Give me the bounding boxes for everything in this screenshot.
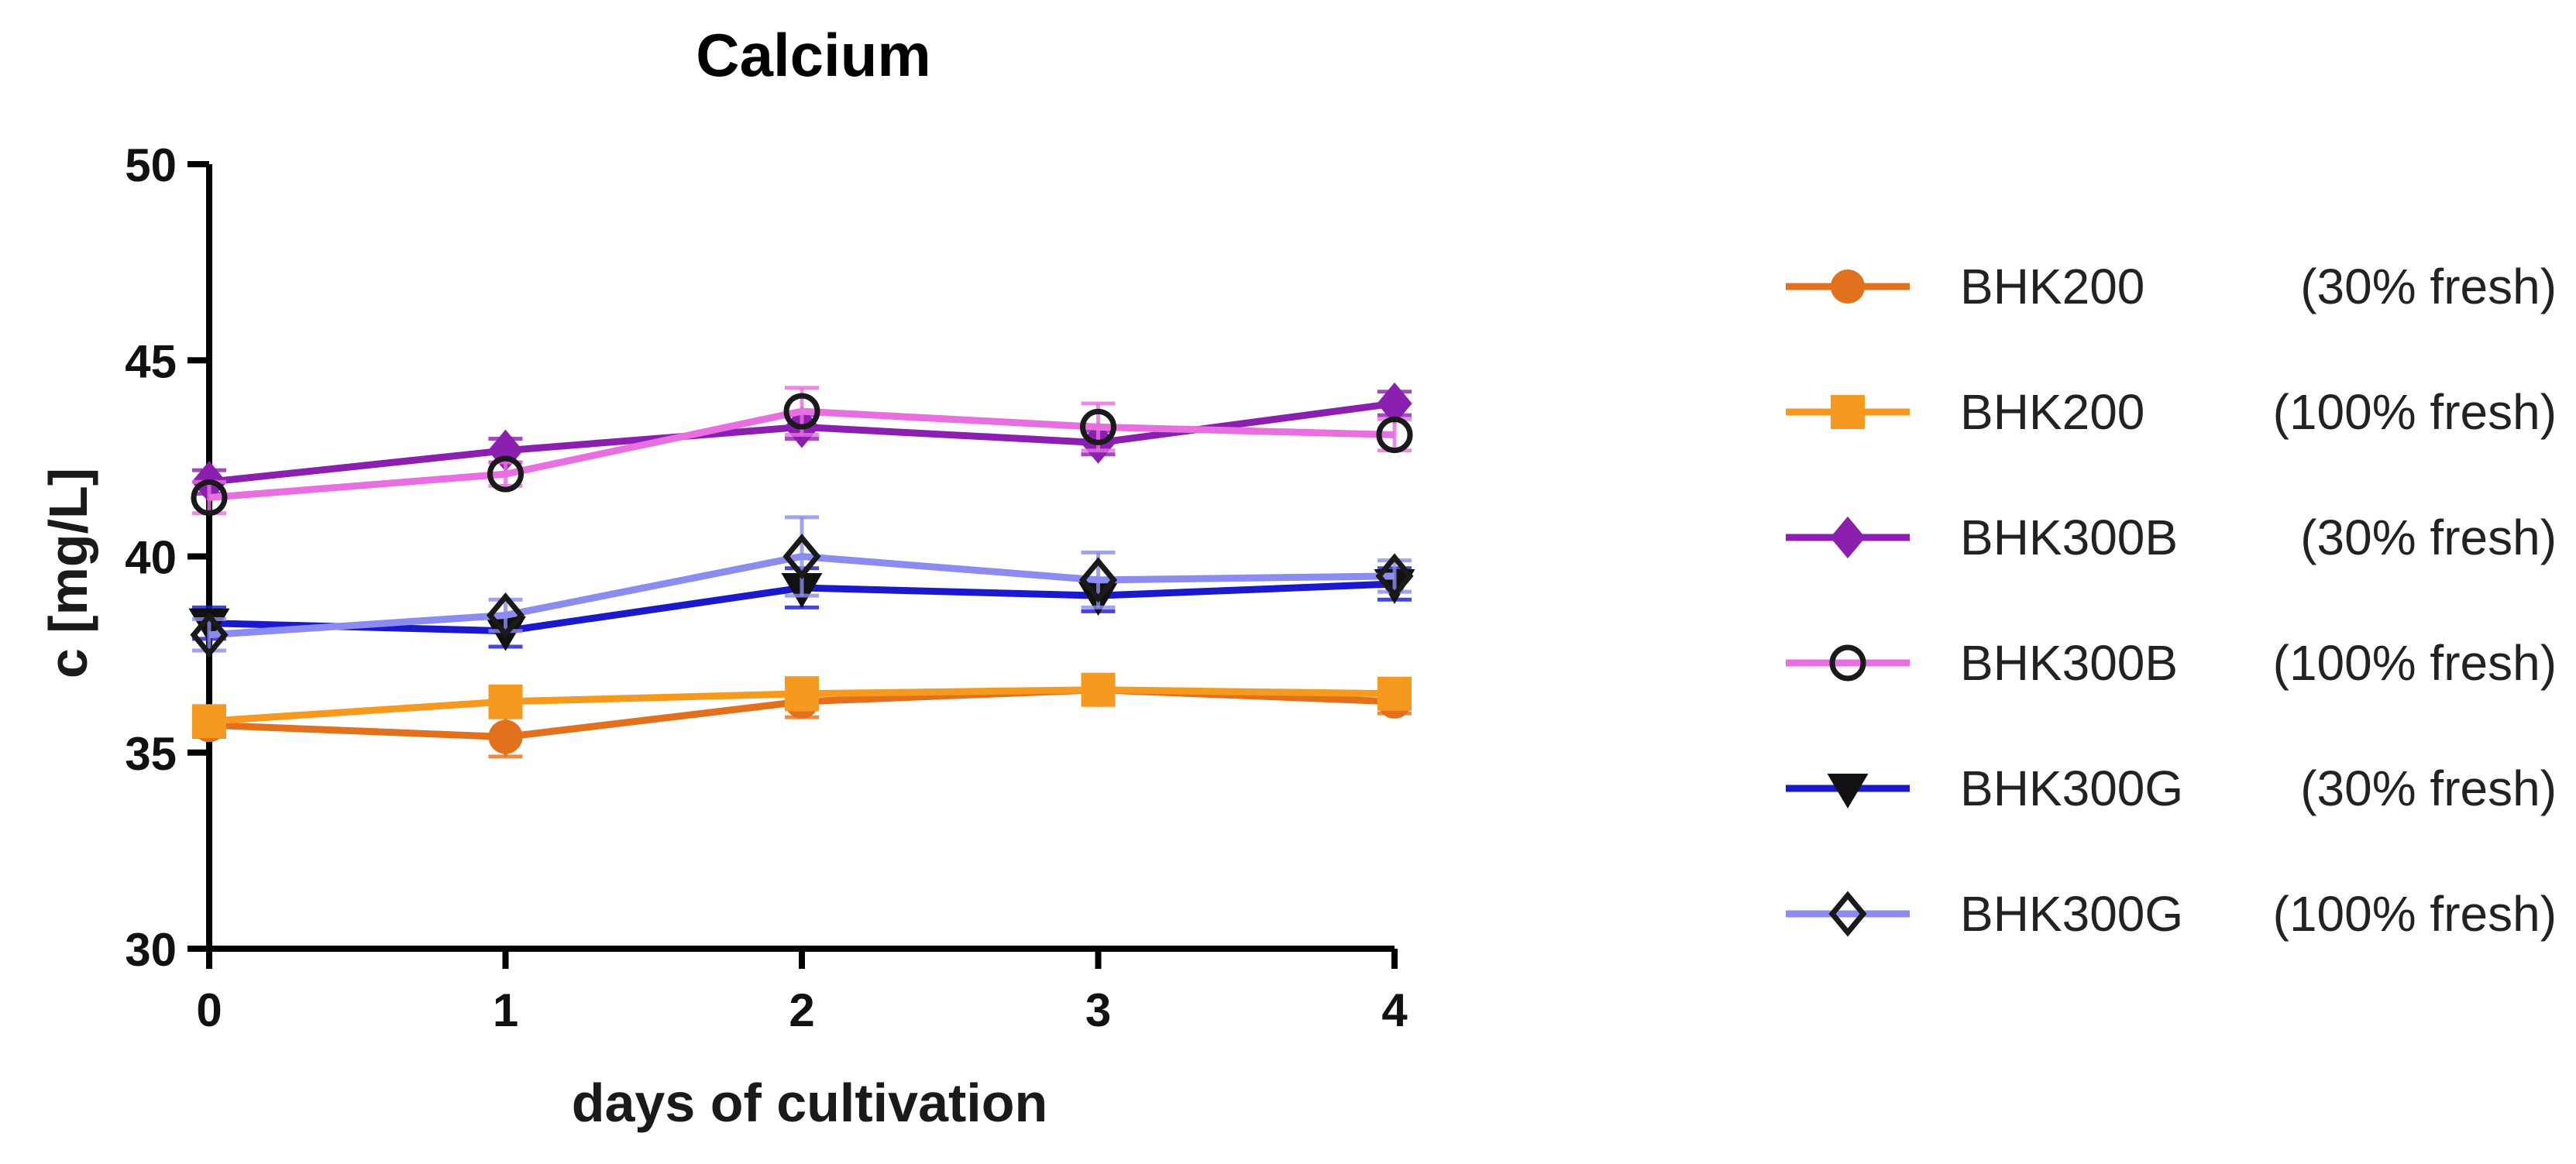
series-bhk300b-3: [191, 386, 1413, 517]
y-tick-label: 45: [125, 335, 177, 387]
legend-swatch-marker: [1829, 644, 1866, 682]
legend-entry: BHK300G (100% fresh): [1786, 886, 2557, 942]
legend-series-name: BHK300G: [1960, 761, 2183, 816]
legend-swatch-marker: [1831, 395, 1865, 429]
plot-area: 30 35 40 45 50 0 1 2 3 4: [125, 139, 1415, 1036]
data-point: [1080, 408, 1116, 445]
series-bhk300g-5: [190, 515, 1414, 658]
x-tick-label: 2: [789, 984, 814, 1036]
legend-series-name: BHK300B: [1960, 635, 2178, 691]
legend-series-condition: (30% fresh): [2300, 510, 2557, 565]
data-point: [488, 719, 523, 754]
data-point: [782, 534, 821, 579]
data-point: [191, 479, 228, 517]
series-line: [208, 407, 1395, 502]
data-point: [785, 676, 819, 711]
legend-swatch-marker: [1830, 516, 1866, 559]
legend-entry: BHK300B (30% fresh): [1786, 510, 2557, 565]
legend-series-condition: (100% fresh): [2273, 635, 2557, 691]
legend-entry: BHK300B (100% fresh): [1786, 635, 2557, 691]
y-tick-label: 35: [125, 728, 177, 780]
legend: BHK200 (30% fresh)BHK200 (100% fresh)BHK30…: [1786, 259, 2557, 942]
legend-series-name: BHK200: [1960, 384, 2144, 440]
legend-entry: BHK300G (30% fresh): [1786, 761, 2557, 816]
data-point: [783, 393, 820, 430]
legend-series-condition: (100% fresh): [2273, 886, 2557, 942]
x-axis-label: days of cultivation: [572, 1073, 1048, 1133]
legend-swatch-marker: [1827, 774, 1869, 809]
legend-series-condition: (30% fresh): [2300, 259, 2557, 314]
legend-series-name: BHK300B: [1960, 510, 2178, 565]
data-point: [1376, 416, 1413, 453]
legend-series-condition: (100% fresh): [2273, 384, 2557, 440]
data-point: [488, 684, 523, 719]
data-point: [487, 455, 524, 493]
data-point: [1081, 672, 1116, 707]
y-tick-label: 30: [125, 924, 177, 976]
legend-series-name: BHK200: [1960, 259, 2144, 314]
series-line: [208, 553, 1395, 639]
x-tick-label: 1: [493, 984, 518, 1036]
legend-swatch-marker: [1831, 270, 1865, 304]
x-tick-label: 0: [196, 984, 222, 1036]
x-tick-label: 4: [1381, 984, 1408, 1036]
legend-series-name: BHK300G: [1960, 886, 2183, 942]
data-point: [192, 704, 226, 739]
data-point: [1375, 553, 1414, 599]
data-point: [1377, 676, 1412, 711]
data-point: [190, 612, 229, 658]
y-tick-label: 40: [125, 532, 177, 584]
y-tick-label: 50: [125, 139, 177, 191]
series-bhk200-1: [192, 672, 1412, 739]
x-tick-label: 3: [1085, 984, 1111, 1036]
legend-series-condition: (30% fresh): [2300, 761, 2557, 816]
data-point: [486, 592, 525, 638]
legend-entry: BHK200 (30% fresh): [1786, 259, 2557, 314]
chart-title: Calcium: [696, 21, 930, 89]
legend-swatch-marker: [1828, 891, 1867, 937]
data-point: [1078, 557, 1118, 603]
y-axis-label: c [mg/L]: [38, 468, 98, 678]
legend-entry: BHK200 (100% fresh): [1786, 384, 2557, 440]
